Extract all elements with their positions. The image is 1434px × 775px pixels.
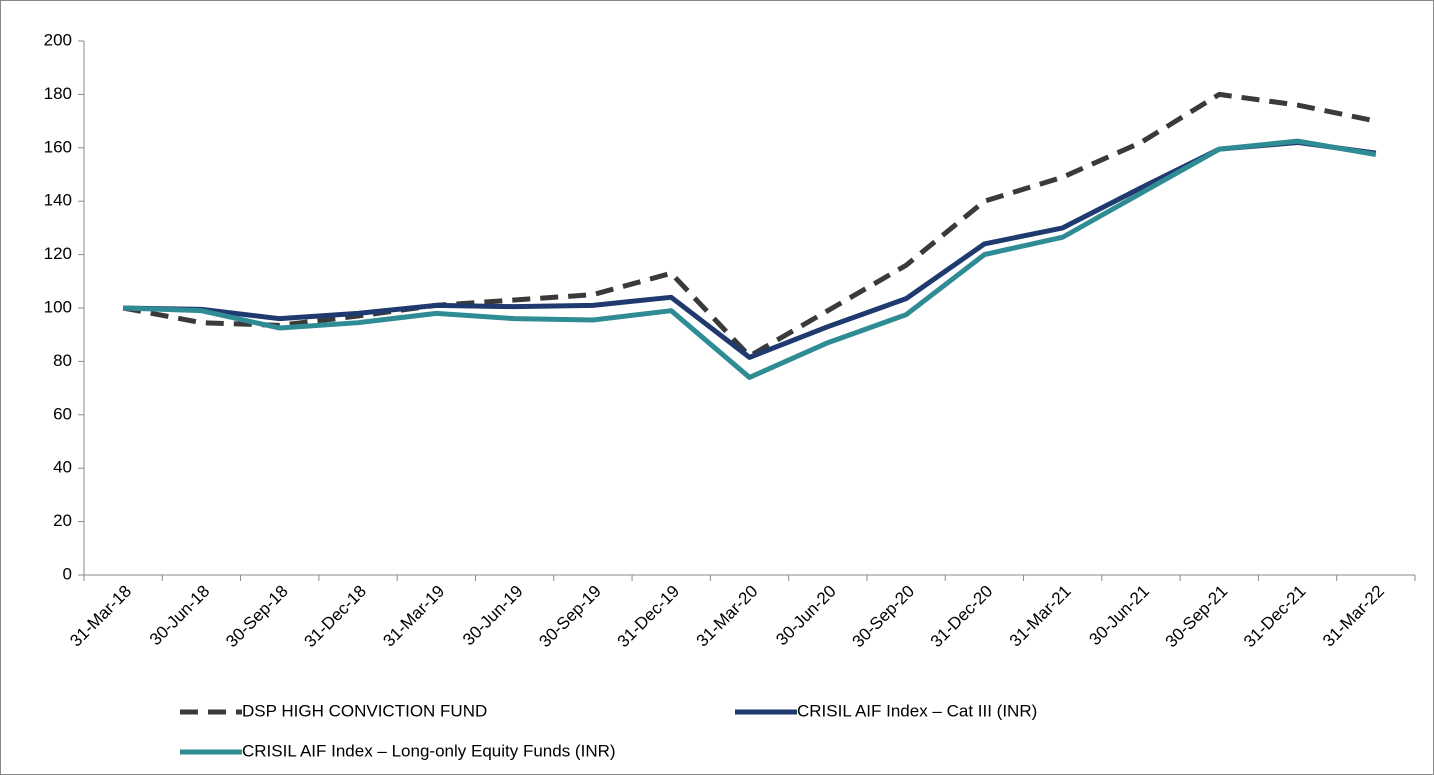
y-tick-label: 20 <box>53 511 72 530</box>
legend-label: CRISIL AIF Index – Long-only Equity Fund… <box>242 741 616 760</box>
y-tick-label: 120 <box>44 244 72 263</box>
line-series <box>123 139 1377 360</box>
y-tick-label: 200 <box>44 30 72 49</box>
y-tick-label: 180 <box>44 84 72 103</box>
line-series <box>123 138 1377 380</box>
legend-label: CRISIL AIF Index – Cat III (INR) <box>797 701 1037 720</box>
y-tick-label: 140 <box>44 191 72 210</box>
line-series <box>122 91 1377 359</box>
y-tick-label: 0 <box>63 564 72 583</box>
y-tick-label: 40 <box>53 458 72 477</box>
y-tick-label: 60 <box>53 404 72 423</box>
y-tick-label: 160 <box>44 137 72 156</box>
y-tick-label: 80 <box>53 351 72 370</box>
y-tick-label: 100 <box>44 297 72 316</box>
legend-label: DSP HIGH CONVICTION FUND <box>242 701 487 720</box>
